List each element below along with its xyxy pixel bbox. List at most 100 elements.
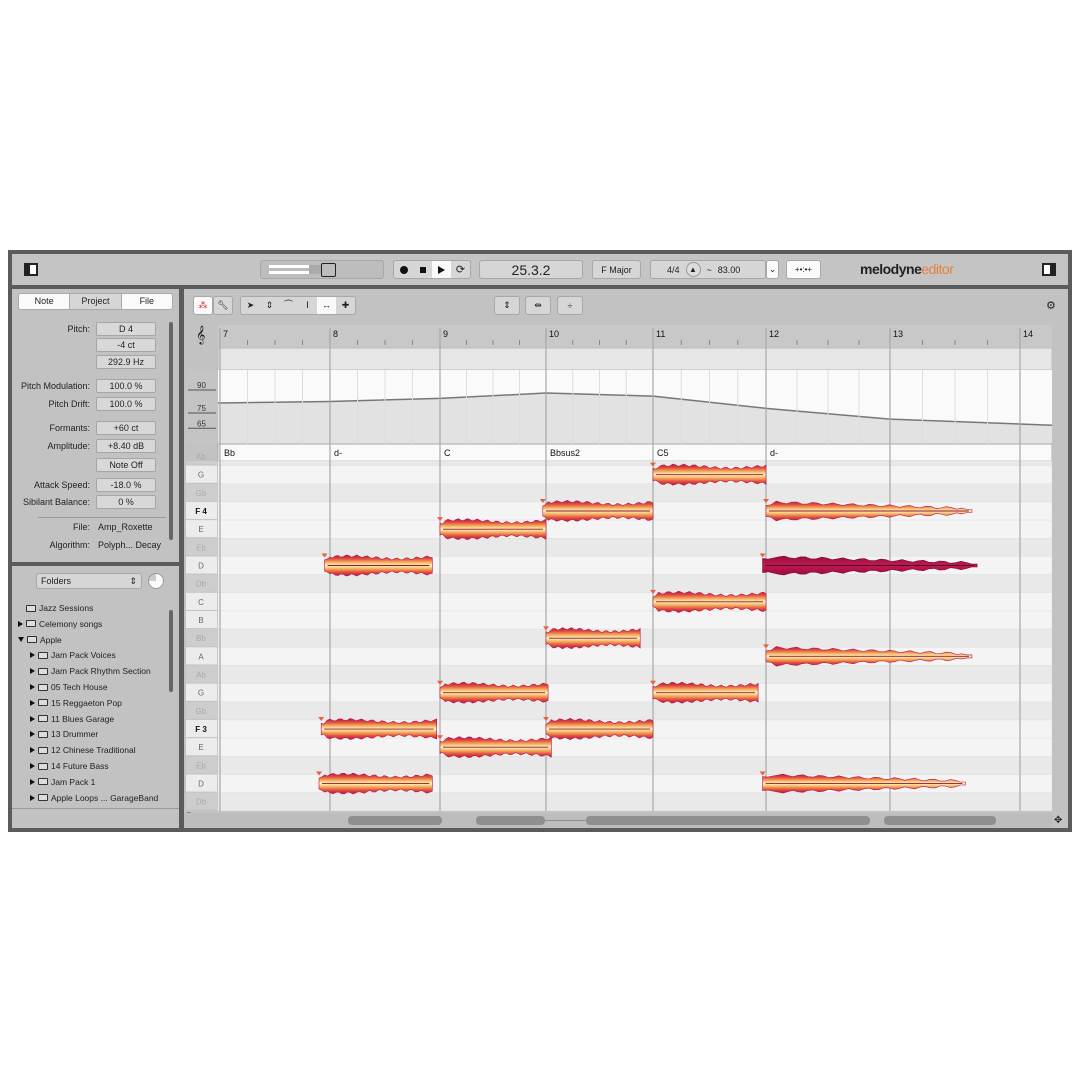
time-quantize-button[interactable]: ⇹ (525, 296, 551, 315)
property-value[interactable]: 292.9 Hz (96, 355, 156, 369)
browser-folder-item[interactable]: 15 Reggaeton Pop (30, 698, 122, 708)
property-value[interactable]: -4 ct (96, 338, 156, 352)
main-tool-button[interactable]: ➤ (241, 297, 260, 314)
expand-arrow-icon[interactable] (18, 620, 23, 627)
tempo-dropdown[interactable]: ⌄ (766, 260, 779, 279)
pitch-quantize-button[interactable]: ⇕ (494, 296, 520, 315)
piano-key[interactable] (186, 520, 217, 538)
chord-label[interactable]: Bb (224, 448, 235, 458)
browser-folder-item[interactable]: Celemony songs (18, 619, 102, 629)
marker-lane[interactable] (217, 347, 1053, 371)
property-value[interactable]: D 4 (96, 322, 156, 336)
piano-key[interactable] (186, 574, 217, 592)
property-value[interactable]: Note Off (96, 458, 156, 472)
note-separation-tool-button[interactable]: ✚ (336, 297, 355, 314)
browser-folder-item[interactable]: 14 Future Bass (30, 761, 109, 771)
browser-folder-item[interactable]: Jazz Sessions (18, 603, 93, 613)
tab-file[interactable]: File (121, 294, 172, 309)
settings-gear-icon[interactable]: ⚙ (1046, 300, 1056, 312)
timing-tool-button[interactable]: ↔ (317, 297, 336, 314)
chord-lane[interactable] (217, 443, 1053, 462)
browser-folder-item[interactable]: Jam Pack 1 (30, 777, 95, 787)
tab-project[interactable]: Project (69, 294, 122, 309)
browser-folder-item[interactable]: Jam Pack Voices (30, 650, 116, 660)
expand-arrow-icon[interactable] (30, 668, 35, 675)
level-slider-handle[interactable] (321, 263, 336, 277)
piano-key[interactable] (186, 701, 217, 719)
piano-key[interactable] (186, 647, 217, 665)
property-value[interactable]: 100.0 % (96, 397, 156, 411)
expand-arrow-icon[interactable] (30, 684, 35, 690)
rhythm-assistant-button[interactable]: +•:•+ (786, 260, 821, 279)
piano-key[interactable] (186, 792, 217, 810)
bar-ruler[interactable] (218, 325, 1052, 348)
bar-number[interactable]: 11 (656, 329, 665, 339)
piano-key[interactable] (186, 461, 217, 465)
property-value[interactable]: +8.40 dB (96, 439, 156, 453)
piano-key[interactable] (186, 738, 217, 756)
collapse-arrow-icon[interactable] (18, 637, 24, 643)
play-button[interactable] (432, 261, 451, 278)
expand-arrow-icon[interactable] (30, 652, 35, 659)
toggle-right-panel-icon[interactable] (1042, 263, 1056, 276)
property-value[interactable]: -18.0 % (96, 478, 156, 492)
expand-arrow-icon[interactable] (30, 794, 35, 801)
piano-key[interactable] (186, 610, 217, 629)
piano-key[interactable] (186, 683, 217, 701)
property-value[interactable]: 0 % (96, 495, 156, 509)
tab-note[interactable]: Note (19, 294, 70, 309)
piano-key[interactable] (186, 538, 217, 556)
browser-folder-item[interactable]: 11 Blues Garage (30, 714, 114, 724)
bar-number[interactable]: 8 (333, 329, 338, 339)
level-meter[interactable] (260, 260, 384, 279)
level-button[interactable]: ÷ (557, 296, 583, 315)
piano-key[interactable] (186, 756, 217, 774)
formant-tool-button[interactable]: Ⅰ (298, 297, 317, 314)
browser-options-button[interactable] (148, 573, 164, 589)
toggle-left-panel-icon[interactable] (24, 263, 38, 276)
property-value[interactable]: +60 ct (96, 421, 156, 435)
browser-scrollbar[interactable] (169, 610, 173, 692)
treble-clef-icon[interactable]: 𝄞 (196, 327, 206, 344)
bar-number[interactable]: 12 (769, 329, 779, 339)
piano-key[interactable] (186, 483, 217, 501)
expand-arrow-icon[interactable] (30, 763, 35, 769)
tempo-value[interactable]: 83.00 (717, 264, 741, 275)
property-value[interactable]: 100.0 % (96, 379, 156, 393)
browser-folder-item[interactable]: Apple Loops ... GarageBand (30, 793, 158, 803)
expand-arrow-icon[interactable] (30, 715, 35, 722)
chord-label[interactable]: d- (770, 448, 778, 458)
browser-folder-item[interactable]: Jam Pack Rhythm Section (30, 666, 151, 676)
piano-key[interactable] (186, 465, 217, 483)
record-button[interactable] (394, 261, 413, 278)
meter-value[interactable]: 4/4 (667, 264, 680, 275)
browser-folder-item[interactable]: Apple (18, 635, 62, 645)
tools-button[interactable]: 🔧︎ (213, 296, 233, 315)
chord-label[interactable]: d- (334, 448, 342, 458)
bar-number[interactable]: 14 (1023, 329, 1033, 339)
piano-key[interactable] (186, 592, 217, 610)
expand-arrow-icon[interactable] (30, 731, 35, 738)
browser-folder-item[interactable]: 05 Tech House (30, 682, 108, 692)
amplitude-tool-button[interactable]: ⏜ (279, 297, 298, 314)
browser-folder-item[interactable]: 12 Chinese Traditional (30, 745, 136, 755)
key-selector[interactable]: F Major (592, 260, 641, 279)
chord-label[interactable]: Bbsus2 (550, 448, 580, 458)
bar-number[interactable]: 9 (443, 329, 448, 339)
bar-number[interactable]: 7 (223, 329, 228, 339)
chord-label[interactable]: C5 (657, 448, 669, 458)
loop-button[interactable]: ⟳ (451, 261, 470, 278)
piano-key[interactable] (186, 665, 217, 683)
expand-arrow-icon[interactable] (30, 778, 35, 785)
folders-dropdown[interactable]: Folders ⇕ (36, 573, 142, 589)
expand-arrow-icon[interactable] (30, 747, 35, 754)
bar-number[interactable]: 13 (893, 329, 903, 339)
chord-label[interactable]: C (444, 448, 451, 458)
inspector-scrollbar[interactable] (169, 322, 173, 540)
browser-folder-item[interactable]: 13 Drummer (30, 729, 98, 739)
piano-key[interactable] (186, 556, 217, 574)
expand-arrow-icon[interactable] (30, 699, 35, 706)
bar-number[interactable]: 10 (549, 329, 559, 339)
metronome-button[interactable]: ▲ (685, 262, 701, 277)
